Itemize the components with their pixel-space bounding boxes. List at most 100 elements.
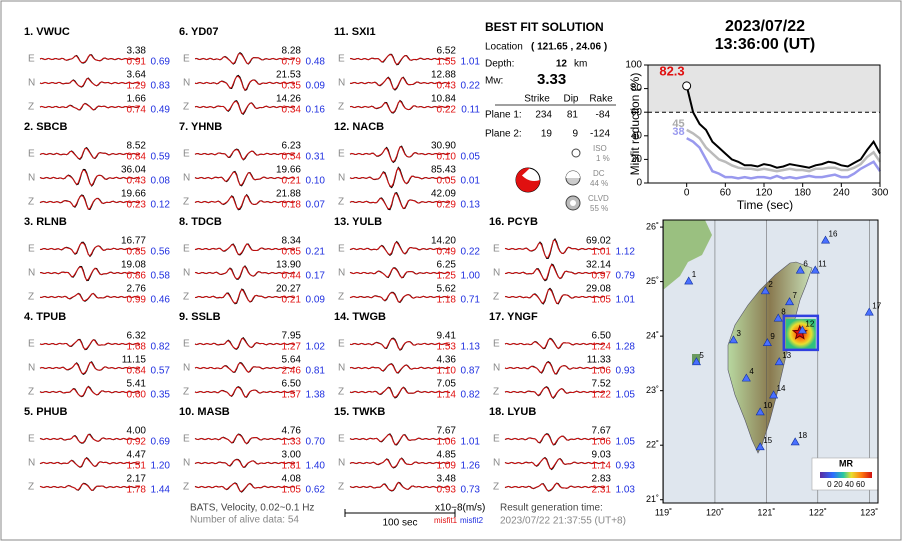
misfit2: 0.10 [306,176,326,187]
amplitude: 2.76 [127,284,147,295]
station [755,442,765,451]
waveform-syn [504,361,606,375]
amplitude: 7.52 [592,379,612,390]
amplitude: 4.76 [282,426,302,437]
clvd-fill [570,200,576,206]
misfit1: 1.24 [592,342,612,353]
station-name: 8. TDCB [179,216,222,228]
lon-label: 120˚ [706,507,724,517]
misfit1: 1.22 [592,390,612,401]
misfit2: 1.03 [616,485,636,496]
misfit1: 2.31 [592,485,612,496]
component: Z [28,482,34,493]
legend: misfit2 [460,516,484,525]
amplitude: 7.67 [592,426,612,437]
amplitude: 7.67 [437,426,457,437]
waveform-syn [349,363,451,374]
misfit1: 1.68 [127,342,147,353]
lat-label: 24˚ [646,331,659,341]
lon-label: 123˚ [860,507,878,517]
waveform-syn [39,54,141,63]
amplitude: 6.52 [437,46,457,57]
unit: km [574,59,587,70]
amplitude: 13.90 [276,260,301,271]
misfit2: 1.02 [306,342,326,353]
component: Z [338,292,344,303]
misfit1: 0.22 [437,105,457,116]
misfit1: 0.79 [282,57,302,68]
x-tick-label: 120 [756,188,773,199]
component: N [183,78,190,89]
lat-label: 23˚ [646,385,659,395]
component: Z [183,292,189,303]
misfit1: 0.86 [127,271,147,282]
waveform-syn [504,338,606,350]
station-name: 14. TWGB [334,311,386,323]
station-name: 13. YULB [334,216,382,228]
misfit2: 0.59 [151,152,171,163]
amplitude: 1.66 [127,94,147,105]
label: Depth: [485,59,514,70]
misfit1: 1.55 [437,57,457,68]
annotation: 45 [672,118,684,130]
waveform-syn [349,146,451,163]
amplitude: 7.05 [437,379,457,390]
misfit2: 0.57 [151,366,171,377]
component: Z [338,197,344,208]
column-header: Rake [589,94,613,105]
misfit1: 0.93 [437,485,457,496]
misfit1: 1.57 [282,390,302,401]
waveform-syn [504,433,606,446]
amplitude: 6.25 [437,260,457,271]
misfit2: 0.46 [151,295,171,306]
amplitude: 5.41 [127,379,147,390]
station-name: 17. YNGF [489,311,538,323]
plane-value: 19 [541,129,553,140]
filter: BATS, Velocity, 0.02~0.1 Hz [190,503,314,514]
station-label: 4 [749,367,754,376]
misfit1: 1.78 [127,485,147,496]
misfit2: 0.93 [616,461,636,472]
component: E [28,244,35,255]
station-label: 13 [782,351,791,360]
waveform-syn [194,459,296,468]
waveform-syn [194,288,296,304]
waveform-syn [349,267,451,279]
misfit1: 1.09 [437,461,457,472]
alive: Number of alive data: 54 [190,515,299,526]
waveform-syn [194,75,296,91]
misfit1: 0.97 [592,271,612,282]
peak-marker [682,81,692,91]
station-name: 10. MASB [179,406,230,418]
waveform-syn [504,239,606,259]
station-label: 16 [829,229,838,238]
component: E [493,244,500,255]
mw: 3.33 [537,71,566,88]
amplitude: 36.04 [121,165,146,176]
misfit2: 0.05 [461,152,481,163]
y-tick-label: 20 [631,154,643,165]
series-line [685,85,881,169]
misfit2: 1.44 [151,485,171,496]
units: x10−8(m/s) [435,503,485,514]
waveform-syn [349,241,451,256]
y-tick-label: 100 [625,60,642,71]
misfit2: 0.70 [306,437,326,448]
y-axis-label: Misfit reduction (%) [628,73,642,176]
misfit1: 1.53 [437,342,457,353]
waveform-syn [349,458,451,468]
misfit2: 0.22 [461,81,481,92]
station-label: 14 [777,384,786,393]
component: E [28,434,35,445]
amplitude: 19.66 [276,165,301,176]
station-label: 9 [770,332,775,341]
waveform-syn [194,362,295,373]
misfit1: 1.27 [282,342,302,353]
colorbar [820,472,872,478]
misfit2: 0.09 [306,295,326,306]
misfit2: 0.13 [461,200,481,211]
time: 13:36:00 (UT) [715,36,815,53]
component: N [28,458,35,469]
amplitude: 16.77 [121,236,146,247]
amplitude: 6.50 [592,331,612,342]
